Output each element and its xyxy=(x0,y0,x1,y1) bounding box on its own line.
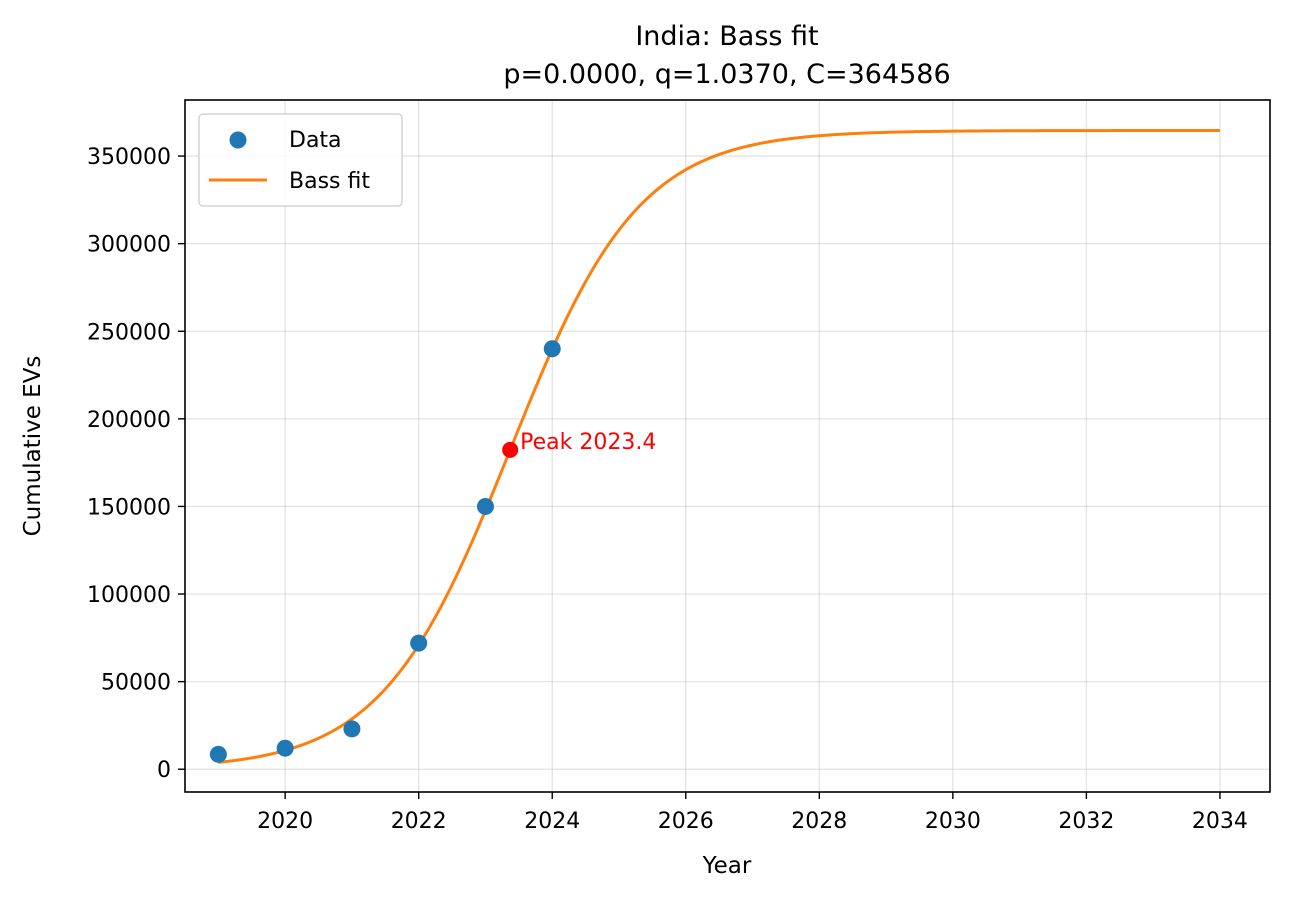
data-point xyxy=(209,745,227,763)
x-tick-label: 2028 xyxy=(791,809,847,834)
legend-fit-label: Bass fit xyxy=(289,169,370,194)
grid-lines xyxy=(185,100,1270,792)
data-point xyxy=(476,497,494,515)
y-tick-label: 250000 xyxy=(87,320,171,345)
bass-fit-series xyxy=(218,129,1220,764)
data-point xyxy=(343,720,361,738)
plot-area-frame xyxy=(184,99,1271,793)
data-series xyxy=(209,340,561,763)
x-tick-label: 2024 xyxy=(524,809,580,834)
chart-title: India: Bass fit xyxy=(635,21,818,52)
x-tick-label: 2022 xyxy=(391,809,447,834)
x-tick-label: 2030 xyxy=(925,809,981,834)
data-point xyxy=(410,634,428,652)
y-tick-label: 200000 xyxy=(87,408,171,433)
x-tick-label: 2026 xyxy=(658,809,714,834)
y-axis-label: Cumulative EVs xyxy=(20,356,46,537)
x-tick-label: 2032 xyxy=(1058,809,1114,834)
y-tick-label: 350000 xyxy=(87,145,171,170)
legend-data-label: Data xyxy=(289,128,342,153)
y-tick-label: 150000 xyxy=(87,495,171,520)
legend: Data Bass fit xyxy=(198,113,403,207)
y-tick-label: 100000 xyxy=(87,583,171,608)
chart-subtitle: p=0.0000, q=1.0370, C=364586 xyxy=(503,59,950,90)
y-tick-label: 300000 xyxy=(87,233,171,258)
bass-fit-line xyxy=(218,129,1220,764)
y-axis-ticks: 0 50000 100000 150000 200000 250000 300000 3500… xyxy=(87,145,185,783)
y-tick-label: 50000 xyxy=(101,671,171,696)
legend-data-marker xyxy=(229,131,247,149)
x-tick-label: 2034 xyxy=(1192,809,1248,834)
x-tick-label: 2020 xyxy=(257,809,313,834)
legend-box xyxy=(198,113,403,207)
peak-marker xyxy=(502,441,519,458)
data-point xyxy=(543,340,561,358)
y-tick-label: 0 xyxy=(157,758,171,783)
data-point xyxy=(276,739,294,757)
x-axis-ticks: 2020 2022 2024 2026 2028 2030 2032 2034 xyxy=(257,792,1248,834)
annotations: Peak 2023.4 xyxy=(502,430,656,458)
peak-label: Peak 2023.4 xyxy=(520,430,656,455)
x-axis-label: Year xyxy=(702,853,752,879)
